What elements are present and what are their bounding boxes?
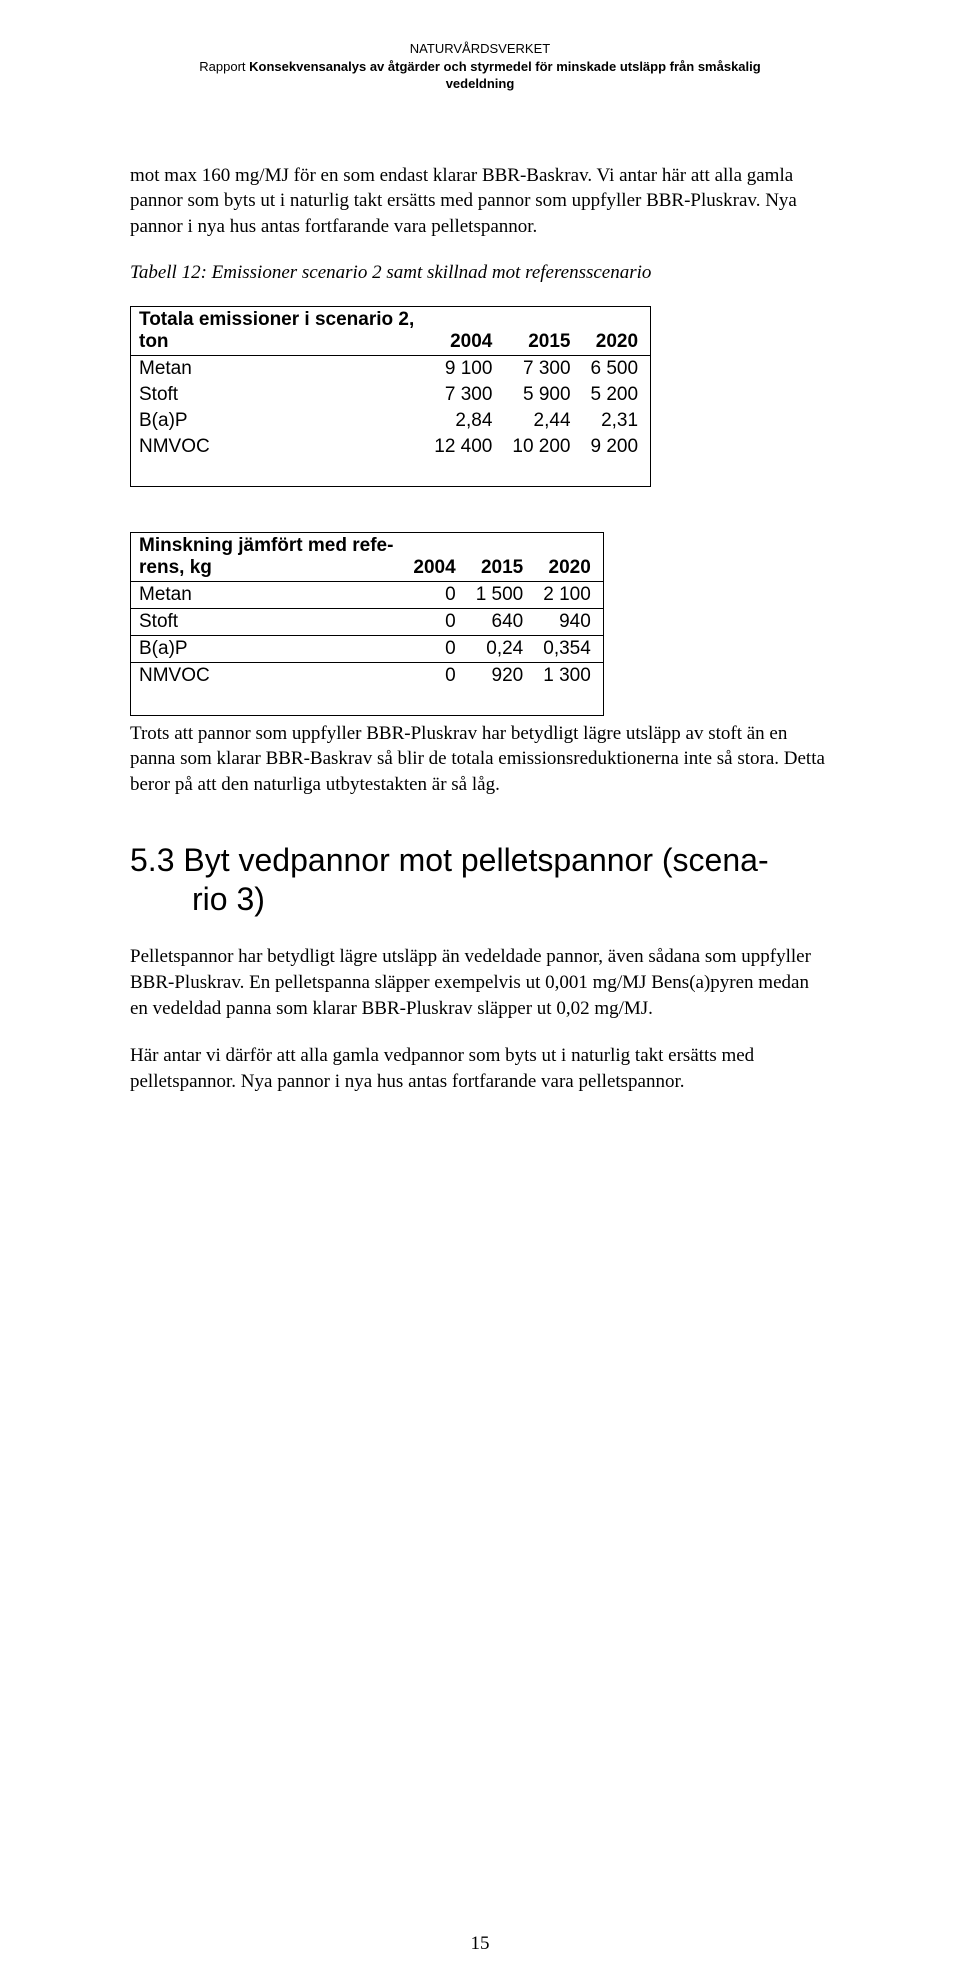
cell: 2 100 — [535, 581, 603, 608]
cell: 5 200 — [583, 382, 651, 408]
paragraph-4: Här antar vi därför att alla gamla vedpa… — [130, 1043, 830, 1094]
cell: 0 — [405, 635, 467, 662]
table-12a-title-l1: Totala emissioner i scenario 2, — [139, 309, 414, 330]
table-12a-col-2004: 2004 — [426, 307, 504, 356]
table-row: B(a)P 0 0,24 0,354 — [131, 635, 603, 662]
paragraph-2: Trots att pannor som uppfyller BBR-Plusk… — [130, 721, 830, 798]
table-12a-title: Totala emissioner i scenario 2, ton — [131, 307, 426, 356]
cell: 640 — [468, 608, 536, 635]
table-12b-title: Minskning jämfört med refe- rens, kg — [131, 533, 405, 582]
table-row: Metan 9 100 7 300 6 500 — [131, 355, 650, 382]
cell: 2,44 — [504, 408, 582, 434]
cell: 9 200 — [583, 434, 651, 460]
table-12a-table: Totala emissioner i scenario 2, ton 2004… — [131, 307, 650, 460]
header-org: NATURVÅRDSVERKET — [130, 40, 830, 58]
header-report-prefix: Rapport — [199, 59, 249, 74]
cell: 0 — [405, 581, 467, 608]
header-report-title: Konsekvensanalys av åtgärder och styrmed… — [249, 59, 761, 74]
section-heading-line1: 5.3 Byt vedpannor mot pelletspannor (sce… — [130, 842, 769, 878]
cell: 920 — [468, 662, 536, 689]
table-12a-col-2020: 2020 — [583, 307, 651, 356]
cell-label: Metan — [131, 355, 426, 382]
table-12b-table: Minskning jämfört med refe- rens, kg 200… — [131, 533, 603, 689]
cell: 2,31 — [583, 408, 651, 434]
cell-label: NMVOC — [131, 434, 426, 460]
cell: 0,354 — [535, 635, 603, 662]
cell: 0 — [405, 608, 467, 635]
cell: 1 300 — [535, 662, 603, 689]
table-12a: Totala emissioner i scenario 2, ton 2004… — [130, 306, 651, 487]
table-12b-col-2015: 2015 — [468, 533, 536, 582]
cell-label: Stoft — [131, 382, 426, 408]
cell-label: NMVOC — [131, 662, 405, 689]
cell: 6 500 — [583, 355, 651, 382]
page-header: NATURVÅRDSVERKET Rapport Konsekvensanaly… — [130, 40, 830, 93]
paragraph-3: Pelletspannor har betydligt lägre utsläp… — [130, 944, 830, 1021]
spacer — [130, 492, 830, 532]
cell: 940 — [535, 608, 603, 635]
cell: 7 300 — [504, 355, 582, 382]
cell: 9 100 — [426, 355, 504, 382]
table-12a-title-l2: ton — [139, 331, 169, 352]
table-12b-title-l1: Minskning jämfört med refe- — [139, 535, 393, 556]
cell: 12 400 — [426, 434, 504, 460]
cell: 0 — [405, 662, 467, 689]
table-12-caption: Tabell 12: Emissioner scenario 2 samt sk… — [130, 262, 830, 284]
cell: 10 200 — [504, 434, 582, 460]
table-row: Stoft 7 300 5 900 5 200 — [131, 382, 650, 408]
header-report-line: Rapport Konsekvensanalys av åtgärder och… — [130, 58, 830, 76]
page: NATURVÅRDSVERKET Rapport Konsekvensanaly… — [0, 0, 960, 1985]
cell-label: Metan — [131, 581, 405, 608]
table-12b: Minskning jämfört med refe- rens, kg 200… — [130, 532, 604, 716]
table-row: Stoft 0 640 940 — [131, 608, 603, 635]
cell-label: B(a)P — [131, 408, 426, 434]
table-12b-col-2020: 2020 — [535, 533, 603, 582]
section-heading-line2: rio 3) — [130, 880, 830, 918]
cell: 1 500 — [468, 581, 536, 608]
cell: 2,84 — [426, 408, 504, 434]
table-row: Metan 0 1 500 2 100 — [131, 581, 603, 608]
table-12b-col-2004: 2004 — [405, 533, 467, 582]
cell: 5 900 — [504, 382, 582, 408]
table-12b-title-l2: rens, kg — [139, 557, 212, 578]
table-row: NMVOC 12 400 10 200 9 200 — [131, 434, 650, 460]
cell-label: B(a)P — [131, 635, 405, 662]
cell: 0,24 — [468, 635, 536, 662]
page-number: 15 — [0, 1933, 960, 1955]
header-report-title-2: vedeldning — [130, 75, 830, 93]
cell-label: Stoft — [131, 608, 405, 635]
table-row: B(a)P 2,84 2,44 2,31 — [131, 408, 650, 434]
paragraph-1: mot max 160 mg/MJ för en som endast klar… — [130, 163, 830, 240]
table-row: NMVOC 0 920 1 300 — [131, 662, 603, 689]
cell: 7 300 — [426, 382, 504, 408]
section-5-3-heading: 5.3 Byt vedpannor mot pelletspannor (sce… — [130, 841, 830, 918]
table-12a-col-2015: 2015 — [504, 307, 582, 356]
